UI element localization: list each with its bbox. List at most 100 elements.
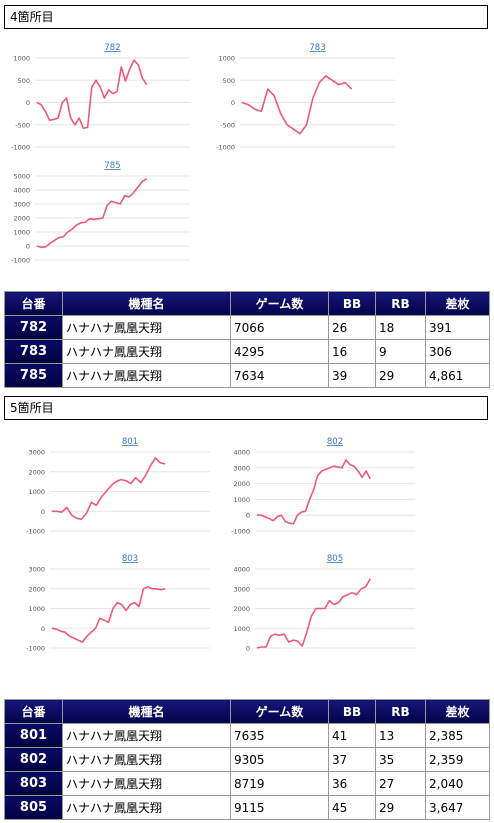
header-machine-number: 台番 [4, 291, 63, 316]
y-tick-label: -1000 [26, 645, 45, 653]
chart-svg: 782 1000 500 0 -500 -1000 [11, 43, 190, 152]
y-tick-label: -1000 [231, 528, 250, 536]
cell-machine-number: 802 [4, 747, 63, 772]
chart-783[interactable]: 783 1000 500 0 -500 -1000 [210, 40, 400, 155]
header-games: ゲーム数 [230, 291, 329, 316]
y-tick-label: 3000 [233, 464, 250, 472]
chart-svg: 805 4000 3000 2000 1000 0 [233, 554, 415, 653]
cell-rb: 35 [375, 747, 426, 772]
y-tick-label: -1000 [11, 144, 30, 152]
y-tick-label: 0 [246, 512, 250, 520]
cell-games: 9115 [230, 795, 329, 820]
cell-diff: 2,040 [425, 771, 490, 796]
chart-802[interactable]: 802 4000 3000 2000 1000 0 -1000 [225, 434, 420, 539]
header-games: ゲーム数 [230, 699, 329, 724]
y-tick-label: 0 [26, 243, 30, 251]
cell-rb: 18 [375, 315, 426, 340]
y-tick-label: 500 [18, 77, 30, 85]
cell-diff: 4,861 [425, 363, 490, 388]
cell-model-name: ハナハナ鳳凰天翔 [62, 771, 231, 796]
series-line [36, 178, 148, 249]
chart-title-link[interactable]: 782 [104, 43, 120, 53]
y-tick-label: 1000 [28, 605, 45, 613]
series-line [241, 74, 353, 135]
chart-title-link[interactable]: 802 [327, 437, 343, 447]
cell-games: 7066 [230, 315, 329, 340]
chart-title-link[interactable]: 783 [309, 43, 325, 53]
y-tick-label: 4000 [13, 187, 30, 195]
cell-games: 9305 [230, 747, 329, 772]
header-bb: BB [328, 291, 376, 316]
y-tick-label: 3000 [28, 566, 45, 574]
y-tick-label: 2000 [28, 468, 45, 476]
chart-801[interactable]: 801 3000 2000 1000 0 -1000 [20, 434, 215, 539]
chart-805[interactable]: 805 4000 3000 2000 1000 0 [225, 551, 420, 656]
cell-games: 7635 [230, 723, 329, 748]
section-header-2: 5箇所目 [4, 396, 488, 420]
cell-rb: 27 [375, 771, 426, 796]
cell-games: 4295 [230, 339, 329, 364]
y-tick-label: 2000 [13, 215, 30, 223]
chart-svg: 801 3000 2000 1000 0 -1000 [26, 437, 210, 536]
series-line [52, 457, 166, 520]
table-section-2: 台番 機種名 ゲーム数 BB RB 差枚 801 ハナハナ鳳凰天翔 7635 4… [4, 699, 490, 820]
cell-model-name: ハナハナ鳳凰天翔 [62, 723, 231, 748]
cell-rb: 13 [375, 723, 426, 748]
y-tick-label: 1000 [13, 55, 30, 63]
cell-games: 8719 [230, 771, 329, 796]
cell-machine-number: 785 [4, 363, 63, 388]
chart-title-link[interactable]: 801 [122, 437, 138, 447]
y-tick-label: -1000 [216, 144, 235, 152]
cell-bb: 26 [328, 315, 376, 340]
y-tick-label: 0 [26, 99, 30, 107]
chart-803[interactable]: 803 3000 2000 1000 0 -1000 [20, 551, 215, 656]
y-tick-label: 1000 [233, 625, 250, 633]
chart-785[interactable]: 785 5000 4000 3000 2000 1000 0 -1000 [5, 158, 195, 268]
y-tick-label: 5000 [13, 173, 30, 181]
cell-diff: 2,359 [425, 747, 490, 772]
cell-bb: 37 [328, 747, 376, 772]
y-tick-label: 0 [41, 625, 45, 633]
cell-model-name: ハナハナ鳳凰天翔 [62, 747, 231, 772]
y-tick-label: 0 [231, 99, 235, 107]
section-header-1: 4箇所目 [4, 5, 488, 29]
cell-rb: 9 [375, 339, 426, 364]
y-tick-label: 3000 [28, 449, 45, 457]
table-row: 785 ハナハナ鳳凰天翔 7634 39 29 4,861 [4, 363, 490, 388]
chart-title-link[interactable]: 803 [122, 554, 138, 564]
y-tick-label: 4000 [233, 566, 250, 574]
cell-bb: 16 [328, 339, 376, 364]
y-tick-label: 500 [223, 77, 235, 85]
header-rb: RB [375, 699, 426, 724]
cell-machine-number: 783 [4, 339, 63, 364]
chart-svg: 803 3000 2000 1000 0 -1000 [26, 554, 210, 653]
table-row: 805 ハナハナ鳳凰天翔 9115 45 29 3,647 [4, 795, 490, 820]
y-tick-label: 0 [246, 645, 250, 653]
chart-title-link[interactable]: 805 [327, 554, 343, 564]
header-diff: 差枚 [425, 699, 490, 724]
cell-games: 7634 [230, 363, 329, 388]
y-tick-label: 4000 [233, 449, 250, 457]
header-model-name: 機種名 [62, 699, 231, 724]
series-line [51, 585, 166, 643]
series-line [256, 578, 371, 649]
y-tick-label: -500 [15, 121, 30, 129]
cell-machine-number: 801 [4, 723, 63, 748]
y-tick-label: 2000 [28, 585, 45, 593]
cell-rb: 29 [375, 363, 426, 388]
cell-diff: 306 [425, 339, 490, 364]
y-tick-label: 2000 [233, 605, 250, 613]
y-tick-label: 1000 [28, 488, 45, 496]
cell-diff: 3,647 [425, 795, 490, 820]
y-tick-label: 3000 [233, 585, 250, 593]
y-tick-label: -1000 [11, 257, 30, 265]
chart-svg: 785 5000 4000 3000 2000 1000 0 -1000 [11, 161, 190, 265]
cell-bb: 36 [328, 771, 376, 796]
chart-title-link[interactable]: 785 [104, 161, 120, 171]
y-tick-label: -500 [220, 121, 235, 129]
table-row: 802 ハナハナ鳳凰天翔 9305 37 35 2,359 [4, 747, 490, 772]
cell-diff: 391 [425, 315, 490, 340]
y-tick-label: 0 [41, 508, 45, 516]
chart-782[interactable]: 782 1000 500 0 -500 -1000 [5, 40, 195, 155]
cell-machine-number: 782 [4, 315, 63, 340]
